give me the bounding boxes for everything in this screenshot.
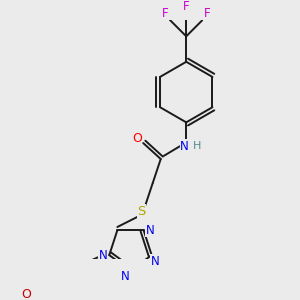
Text: F: F [204, 8, 210, 20]
Text: N: N [146, 224, 154, 237]
Text: N: N [151, 255, 159, 268]
Text: N: N [98, 249, 107, 262]
Text: F: F [183, 0, 190, 13]
Text: O: O [21, 288, 31, 300]
Text: N: N [121, 270, 130, 284]
Polygon shape [30, 265, 41, 291]
Text: H: H [193, 141, 202, 151]
Text: N: N [180, 140, 189, 153]
Text: F: F [162, 8, 169, 20]
Text: S: S [137, 205, 146, 218]
Text: O: O [132, 132, 142, 145]
